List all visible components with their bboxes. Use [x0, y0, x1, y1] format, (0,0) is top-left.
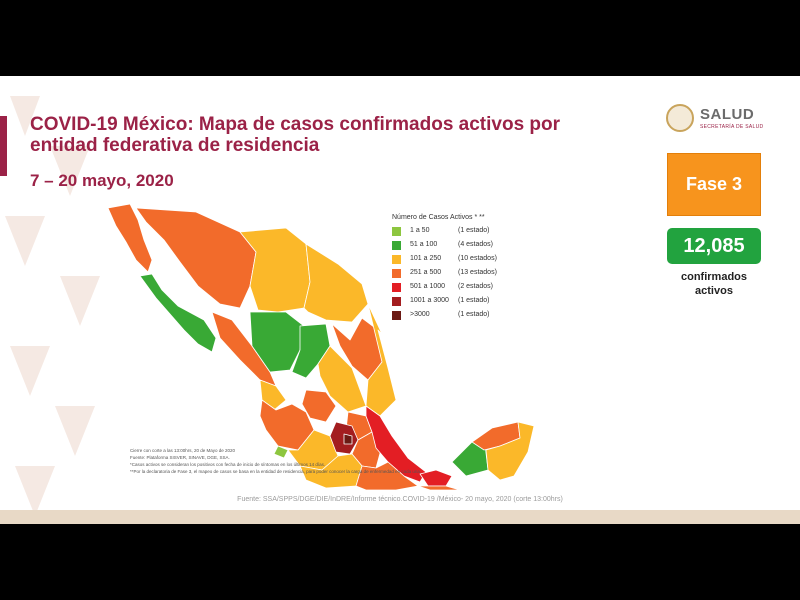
decorative-pattern [5, 96, 100, 516]
state-chiapas [417, 485, 461, 490]
note-1: Cierre con corte a las 13:00hrs, 20 de M… [130, 448, 236, 453]
date-range: 7 – 20 mayo, 2020 [30, 171, 174, 190]
state-baja-california [107, 203, 153, 273]
slide: COVID-19 México: Mapa de casos confirmad… [0, 76, 800, 524]
legend-range-6: 1001 a 3000 [410, 297, 449, 304]
legend-count-6: (1 estado) [458, 297, 490, 304]
legend-swatch-2 [392, 241, 401, 250]
legend-range-2: 51 a 100 [410, 241, 438, 248]
legend-range-1: 1 a 50 [410, 227, 430, 234]
national-seal-icon [666, 104, 694, 132]
legend-range-7: >3000 [410, 311, 430, 318]
state-nayarit [259, 379, 287, 411]
state-baja-california-sur [139, 273, 217, 353]
legend-swatch-7 [392, 311, 401, 320]
legend-item-7: >3000 (1 estado) [392, 309, 522, 323]
legend-count-7: (1 estado) [458, 311, 490, 318]
note-4: **Por la declaratoria de Fase 3, el mape… [130, 469, 422, 474]
state-quintana-roo [485, 421, 535, 481]
page-title-line2: entidad federativa de residencia [30, 135, 320, 156]
map-notes: Cierre con corte a las 13:00hrs, 20 de M… [130, 447, 550, 475]
active-cases-badge: 12,085 [667, 228, 761, 264]
page-title-line1: COVID-19 México: Mapa de casos confirmad… [30, 114, 561, 135]
legend-range-5: 501 a 1000 [410, 283, 446, 290]
note-2: Fuente: Plataforma SISVER, SINAVE, DGE, … [130, 455, 230, 460]
legend-item-2: 51 a 100 (4 estados) [392, 239, 522, 253]
active-cases-value: 12,085 [683, 235, 745, 257]
legend-swatch-5 [392, 283, 401, 292]
legend-count-5: (2 estados) [458, 283, 494, 290]
legend-count-3: (10 estados) [458, 255, 497, 262]
legend-item-3: 101 a 250 (10 estados) [392, 253, 522, 267]
legend-item-1: 1 a 50 (1 estado) [392, 225, 522, 239]
state-durango [249, 311, 305, 373]
state-tamaulipas [365, 303, 397, 417]
legend-count-2: (4 estados) [458, 241, 494, 248]
active-cases-caption-line1: confirmados [680, 271, 747, 283]
active-cases-caption: confirmados activos [660, 270, 768, 298]
legend-item-6: 1001 a 3000 (1 estado) [392, 295, 522, 309]
source-footer: Fuente: SSA/SPPS/DGE/DIE/InDRE/Informe t… [237, 496, 563, 503]
state-coahuila [303, 243, 369, 323]
legend-range-3: 101 a 250 [410, 255, 442, 262]
legend-count-4: (13 estados) [458, 269, 497, 276]
legend-swatch-1 [392, 227, 401, 236]
bottom-band [0, 510, 800, 524]
active-cases-caption-line2: activos [695, 285, 733, 297]
phase-label: Fase 3 [685, 174, 743, 194]
legend-item-4: 251 a 500 (13 estados) [392, 267, 522, 281]
mexico-map [107, 203, 535, 490]
legend-swatch-3 [392, 255, 401, 264]
legend-swatch-6 [392, 297, 401, 306]
legend-range-4: 251 a 500 [410, 269, 442, 276]
state-zacatecas [291, 323, 331, 379]
legend-title: Número de Casos Activos * ** [392, 214, 485, 221]
logo-subtext: SECRETARÍA DE SALUD [700, 124, 764, 130]
state-san-luis-potosi [317, 345, 367, 413]
state-tabasco [419, 469, 453, 487]
note-3: *Casos activos se consideran los positiv… [130, 462, 326, 467]
accent-bar [0, 116, 7, 176]
state-guanajuato [301, 389, 337, 423]
legend-item-5: 501 a 1000 (2 estados) [392, 281, 522, 295]
legend-count-1: (1 estado) [458, 227, 490, 234]
state-ciudad-de-mexico [343, 433, 353, 445]
state-veracruz [365, 405, 427, 483]
state-sonora [135, 207, 257, 309]
state-chihuahua [239, 227, 311, 313]
salud-logo: SALUD SECRETARÍA DE SALUD [666, 104, 766, 134]
state-colima [273, 445, 289, 459]
map-legend: Número de Casos Activos * ** 1 a 50 (1 e… [392, 214, 522, 323]
phase-badge: Fase 3 [667, 153, 761, 216]
logo-text: SALUD [700, 106, 755, 123]
legend-swatch-4 [392, 269, 401, 278]
